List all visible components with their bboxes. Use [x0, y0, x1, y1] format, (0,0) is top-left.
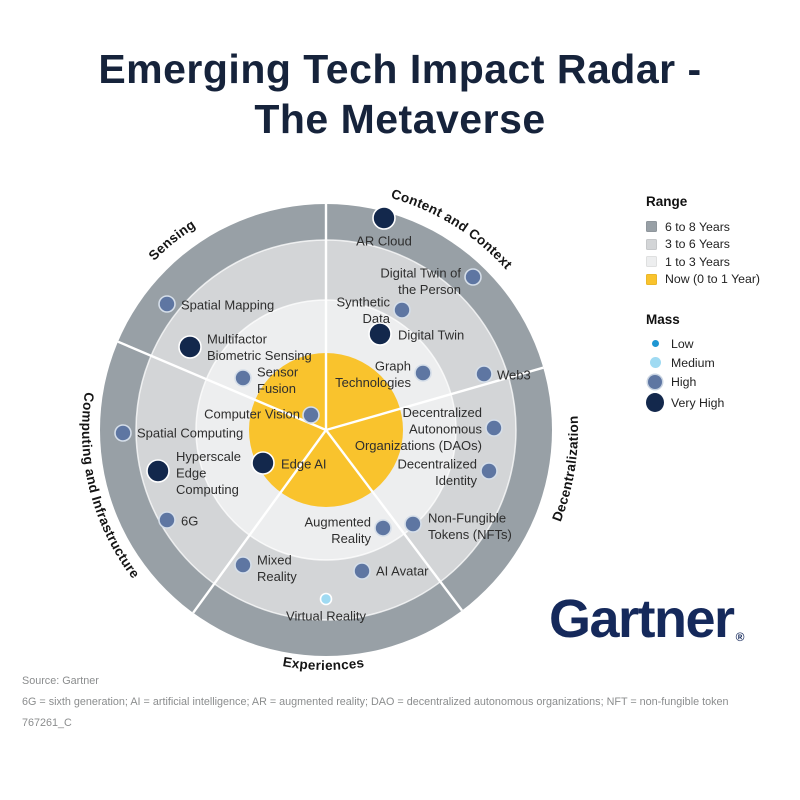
page-title-line1: Emerging Tech Impact Radar -: [98, 46, 702, 92]
tech-label-augmented-reality: Augmented Reality: [305, 514, 372, 546]
tech-label-spatial-computing: Spatial Computing: [137, 426, 243, 441]
tech-label-edge-ai: Edge AI: [281, 457, 327, 472]
page-title: Emerging Tech Impact Radar - The Metaver…: [0, 44, 800, 144]
tech-dot-sensor-fusion: [234, 369, 252, 387]
tech-dot-decentralized-identity: [480, 462, 498, 480]
range-label: Now (0 to 1 Year): [665, 272, 761, 287]
tech-dot-spatial-mapping: [158, 295, 176, 313]
tech-label-6g: 6G: [181, 514, 198, 529]
tech-dot-non-fungible-tokens-nfts: [404, 515, 422, 533]
tech-dot-digital-twin: [368, 322, 392, 346]
range-swatch-icon: [646, 238, 657, 250]
tech-dot-edge-ai: [251, 451, 275, 475]
sector-label-experiences: Experiences: [282, 654, 365, 673]
footer: Source: Gartner 6G = sixth generation; A…: [22, 671, 792, 734]
sector-divider: [325, 366, 544, 432]
tech-dot-digital-twin-of-the-person: [464, 268, 482, 286]
tech-dot-virtual-reality: [319, 592, 333, 606]
sector-divider: [117, 340, 327, 432]
tech-dot-6g: [158, 511, 176, 529]
mass-dot-icon: [646, 374, 664, 389]
range-label: 6 to 8 Years: [665, 219, 730, 234]
gartner-logo: Gartner ®: [549, 588, 744, 650]
registered-trademark-icon: ®: [735, 630, 745, 644]
tech-label-digital-twin: Digital Twin: [398, 328, 464, 343]
mass-dot-icon: [646, 393, 664, 412]
tech-label-digital-twin-of-the-person: Digital Twin of the Person: [380, 265, 461, 297]
tech-dot-graph-technologies: [414, 364, 432, 382]
tech-label-virtual-reality: Virtual Reality: [286, 609, 366, 624]
range-label: 1 to 3 Years: [665, 254, 730, 269]
tech-dot-augmented-reality: [374, 519, 392, 537]
legend-range-item: 1 to 3 Years: [646, 253, 796, 271]
tech-label-ai-avatar: AI Avatar: [376, 564, 429, 579]
mass-label: Low: [671, 336, 694, 351]
tech-label-mixed-reality: Mixed Reality: [257, 552, 297, 584]
legend-mass-item: Very High: [646, 393, 796, 412]
tech-label-graph-technologies: Graph Technologies: [335, 358, 411, 390]
tech-dot-ai-avatar: [353, 562, 371, 580]
legend-mass-item: Low: [646, 336, 796, 351]
gartner-logo-text: Gartner: [549, 589, 735, 649]
legend-range-item: 3 to 6 Years: [646, 236, 796, 254]
footer-abbreviations: 6G = sixth generation; AI = artificial i…: [22, 696, 729, 708]
legend: Range 6 to 8 Years 3 to 6 Years 1 to 3 Yea…: [646, 194, 796, 416]
legend-mass-item: Medium: [646, 355, 796, 370]
footer-source: Source: Gartner: [22, 675, 99, 687]
legend-range-rows: 6 to 8 Years 3 to 6 Years 1 to 3 Years Now …: [646, 218, 796, 288]
tech-dot-computer-vision: [302, 406, 320, 424]
legend-range-item: 6 to 8 Years: [646, 218, 796, 236]
tech-label-hyperscale-edge-computing: Hyperscale Edge Computing: [176, 449, 241, 497]
tech-label-synthetic-data: Synthetic Data: [337, 294, 391, 326]
tech-label-decentralized-identity: Decentralized Identity: [398, 456, 478, 488]
range-swatch-icon: [646, 221, 657, 233]
mass-dot-icon: [646, 340, 664, 347]
tech-label-ar-cloud: AR Cloud: [356, 234, 412, 249]
legend-range-item: Now (0 to 1 Year): [646, 271, 796, 289]
mass-label: Very High: [671, 395, 725, 410]
tech-label-decentralized-autonomous-organizations-daos: Decentralized Autonomous Organizations (DA…: [355, 405, 483, 453]
tech-label-computer-vision: Computer Vision: [204, 407, 300, 422]
mass-label: Medium: [671, 355, 715, 370]
tech-dot-synthetic-data: [393, 301, 411, 319]
sector-divider: [325, 429, 463, 612]
tech-label-web3: Web3: [497, 368, 531, 383]
mass-dot-icon: [646, 357, 664, 368]
sector-divider: [192, 429, 327, 614]
tech-dot-multifactor-biometric-sensing: [178, 335, 202, 359]
legend-mass-rows: Low Medium High Very High: [646, 336, 796, 412]
page-title-line2: The Metaverse: [254, 96, 546, 142]
legend-mass-item: High: [646, 374, 796, 389]
tech-label-non-fungible-tokens-nfts: Non-Fungible Tokens (NFTs): [428, 510, 512, 542]
tech-label-multifactor-biometric-sensing: Multifactor Biometric Sensing: [207, 331, 312, 363]
footer-doc-id: 767261_C: [22, 717, 72, 729]
tech-dot-web3: [475, 365, 493, 383]
tech-dot-ar-cloud: [372, 206, 396, 230]
sector-label-decentralization: Decentralization: [549, 415, 581, 523]
tech-dot-spatial-computing: [114, 424, 132, 442]
range-swatch-icon: [646, 273, 657, 285]
range-swatch-icon: [646, 256, 657, 268]
legend-mass-title: Mass: [646, 312, 680, 327]
tech-label-sensor-fusion: Sensor Fusion: [257, 364, 299, 396]
legend-range-title: Range: [646, 194, 688, 209]
mass-label: High: [671, 374, 697, 389]
tech-label-spatial-mapping: Spatial Mapping: [181, 298, 274, 313]
tech-dot-decentralized-autonomous-organizations-daos: [485, 419, 503, 437]
tech-dot-mixed-reality: [234, 556, 252, 574]
tech-dot-hyperscale-edge-computing: [146, 459, 170, 483]
range-label: 3 to 6 Years: [665, 237, 730, 252]
